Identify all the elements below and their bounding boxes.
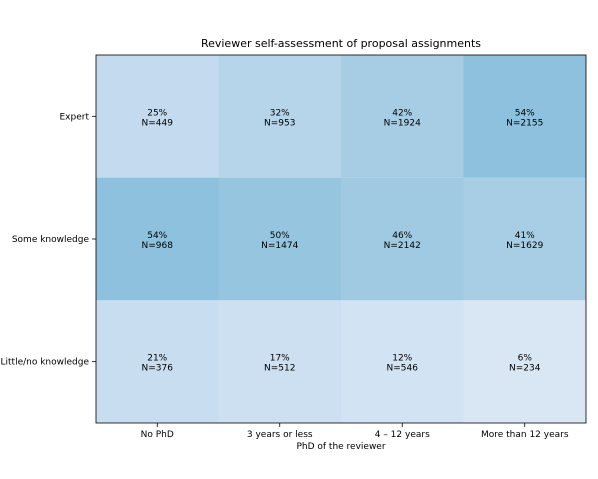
heatmap-cell	[463, 177, 586, 301]
cell-count-label: N=449	[142, 118, 174, 128]
cell-count-label: N=2142	[384, 241, 421, 251]
cell-count-label: N=953	[264, 118, 295, 128]
cell-count-label: N=968	[142, 241, 174, 251]
heatmap-cell	[463, 55, 586, 178]
heatmap-cell	[341, 177, 464, 301]
heatmap-cells: 25%N=44932%N=95342%N=192454%N=215554%N=9…	[96, 55, 586, 423]
y-tick-label: Little/no knowledge	[1, 358, 90, 368]
y-tick-label: Some knowledge	[12, 235, 90, 245]
heatmap-cell	[96, 177, 219, 301]
cell-count-label: N=546	[387, 364, 419, 374]
heatmap-cell	[218, 300, 341, 423]
x-tick-label: More than 12 years	[481, 430, 569, 440]
cell-percent-label: 42%	[392, 108, 412, 118]
heatmap-cell	[341, 300, 464, 423]
y-axis: Expert Some knowledge Little/no knowledge	[1, 112, 96, 368]
cell-percent-label: 32%	[270, 108, 290, 118]
heatmap-cell	[218, 177, 341, 301]
cell-count-label: N=512	[264, 364, 295, 374]
cell-count-label: N=1924	[384, 118, 421, 128]
heatmap-cell	[96, 55, 219, 178]
cell-percent-label: 21%	[147, 354, 167, 364]
x-tick-label: 3 years or less	[247, 430, 313, 440]
cell-percent-label: 50%	[270, 231, 290, 241]
cell-percent-label: 54%	[147, 231, 167, 241]
cell-count-label: N=1474	[261, 241, 298, 251]
x-axis: No PhD 3 years or less 4 – 12 years More th…	[141, 423, 569, 440]
x-tick-label: No PhD	[141, 430, 174, 440]
cell-percent-label: 25%	[147, 108, 167, 118]
cell-percent-label: 46%	[392, 231, 412, 241]
heatmap-cell	[218, 55, 341, 178]
cell-percent-label: 41%	[515, 231, 535, 241]
x-tick-label: 4 – 12 years	[375, 430, 430, 440]
heatmap-cell	[96, 300, 219, 423]
cell-count-label: N=1629	[506, 241, 543, 251]
heatmap-cell	[463, 300, 586, 423]
cell-percent-label: 54%	[515, 108, 535, 118]
y-tick-label: Expert	[60, 112, 90, 122]
cell-percent-label: 6%	[518, 354, 533, 364]
cell-percent-label: 12%	[392, 354, 412, 364]
x-axis-label: PhD of the reviewer	[296, 442, 385, 452]
heatmap-cell	[341, 55, 464, 178]
cell-percent-label: 17%	[270, 354, 290, 364]
cell-count-label: N=234	[509, 364, 541, 374]
cell-count-label: N=2155	[506, 118, 543, 128]
cell-count-label: N=376	[142, 364, 174, 374]
chart-title: Reviewer self-assessment of proposal ass…	[201, 37, 481, 50]
